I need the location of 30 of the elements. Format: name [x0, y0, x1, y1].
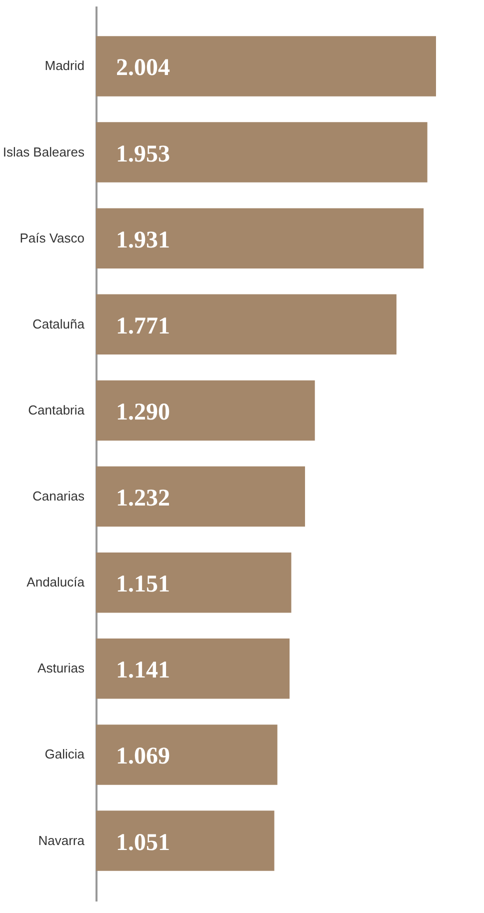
- bar: [96, 810, 274, 871]
- data-label: 1.931: [116, 227, 170, 254]
- y-tick-label: Islas Baleares: [2, 144, 85, 160]
- data-label: 1.953: [116, 141, 170, 168]
- bar: [96, 36, 436, 96]
- y-tick-label: Cataluña: [32, 316, 86, 332]
- bar: [96, 638, 290, 699]
- y-tick-label: Andalucía: [26, 574, 86, 590]
- data-label: 1.069: [116, 744, 170, 770]
- y-tick-label: Cantabria: [28, 402, 86, 418]
- bar: [96, 552, 292, 613]
- data-label: 2.004: [116, 55, 170, 82]
- bar: [96, 208, 424, 268]
- data-label: 1.051: [116, 830, 170, 856]
- data-label: 1.151: [116, 572, 170, 598]
- bar: [96, 380, 315, 441]
- y-tick-label: Madrid: [44, 58, 84, 74]
- bar: [96, 122, 428, 182]
- bar: [96, 724, 278, 785]
- data-label: 1.232: [116, 486, 170, 512]
- y-tick-label: Canarias: [32, 488, 85, 504]
- bar: [96, 466, 306, 527]
- y-tick-label: País Vasco: [20, 230, 84, 246]
- bar: [96, 294, 396, 355]
- y-tick-label: Asturias: [38, 660, 85, 676]
- data-label: 1.771: [116, 313, 170, 340]
- data-label: 1.290: [116, 399, 170, 426]
- y-tick-label: Galicia: [44, 746, 86, 762]
- data-label: 1.141: [116, 658, 170, 684]
- y-tick-label: Navarra: [38, 832, 86, 848]
